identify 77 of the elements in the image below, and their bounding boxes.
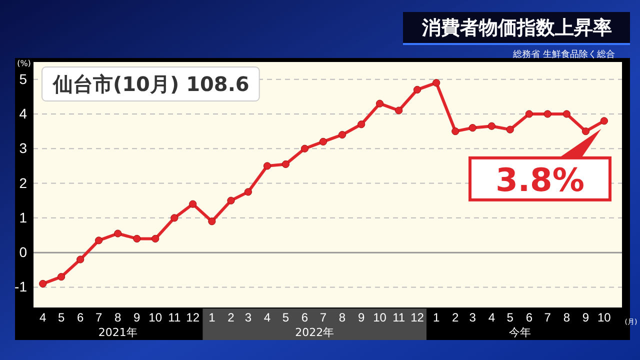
y-tick-label: 1: [19, 209, 28, 226]
point: [376, 100, 384, 108]
x-tick-label: 5: [282, 310, 290, 325]
x-tick-label: 10: [373, 310, 387, 325]
point: [133, 234, 141, 243]
y-tick-label: -1: [14, 278, 28, 295]
point: [544, 110, 552, 118]
y-tick-label: 3: [19, 140, 28, 156]
point: [152, 234, 160, 243]
y-tick-label: 4: [19, 105, 28, 122]
x-tick-label: 9: [582, 310, 590, 325]
y-tick-label: 0: [19, 244, 28, 260]
point: [488, 122, 496, 130]
chart-subtitle: 総務省 生鮮食品除く総合: [512, 49, 615, 60]
x-tick-label: 4: [264, 310, 271, 325]
text: 2021年: [98, 326, 138, 339]
x-tick-label: 1: [208, 310, 216, 325]
point: [357, 120, 366, 128]
x-tick-label: 12: [410, 310, 424, 325]
point: [432, 78, 440, 87]
x-tick-label: 8: [563, 310, 570, 325]
point: [600, 117, 608, 125]
point: [282, 160, 290, 168]
x-tick-label: 11: [392, 310, 406, 325]
point: [468, 124, 476, 132]
x-tick-label: 7: [544, 310, 552, 325]
x-tick-label: 4: [39, 310, 46, 325]
x-tick-label: 6: [77, 310, 84, 325]
x-tick-label: 4: [488, 310, 496, 325]
annotation: 仙台市(10月) 108.6: [52, 72, 250, 96]
point: [319, 138, 328, 146]
x-tick-label: 11: [168, 310, 181, 325]
text: 今年: [509, 326, 532, 339]
chart-title: 消費者物価指数上昇率: [421, 17, 612, 39]
x-tick-label: 6: [526, 310, 533, 325]
point: [395, 106, 403, 114]
point: [39, 280, 47, 288]
point: [227, 196, 235, 204]
x-tick-label: 9: [134, 310, 141, 325]
x-tick-label: 10: [148, 310, 162, 325]
x-tick-label: 12: [186, 310, 200, 325]
x-tick-label: 2: [228, 310, 235, 325]
point: [57, 273, 66, 281]
x-tick-label: 3: [469, 310, 476, 325]
point: [338, 130, 346, 139]
point: [562, 110, 570, 118]
text: 2022年: [295, 326, 334, 339]
y-tick-label: 5: [19, 70, 28, 87]
point: [413, 86, 422, 94]
x-tick-label: 2: [452, 310, 460, 325]
x-tick-label: 5: [506, 310, 514, 325]
x-tick-label: 3: [244, 310, 252, 325]
x-tick-label: 6: [301, 310, 308, 325]
point: [263, 162, 272, 170]
x-tick-label: 10: [597, 310, 612, 325]
point: [189, 200, 197, 208]
x-tick-label: 7: [320, 310, 327, 325]
point: [94, 236, 103, 244]
point: [76, 256, 84, 264]
x-tick-label: 1: [432, 310, 440, 325]
x-tick-label: 8: [338, 310, 346, 325]
x-tick-label: 8: [114, 310, 122, 325]
y-tick-label: 2: [19, 174, 28, 191]
point: [300, 144, 309, 152]
point: [208, 218, 216, 226]
annotation: 3.8%: [496, 160, 584, 199]
y-axis-title: (%): [17, 59, 31, 68]
point: [525, 110, 533, 118]
point: [244, 188, 252, 196]
point: [114, 230, 122, 238]
point: [506, 126, 514, 134]
x-tick-label: 9: [358, 310, 365, 325]
point: [452, 127, 460, 136]
point: [170, 214, 178, 222]
point: [582, 127, 590, 136]
x-tick-label: 5: [58, 310, 65, 325]
x-tick-label: 7: [95, 310, 102, 325]
